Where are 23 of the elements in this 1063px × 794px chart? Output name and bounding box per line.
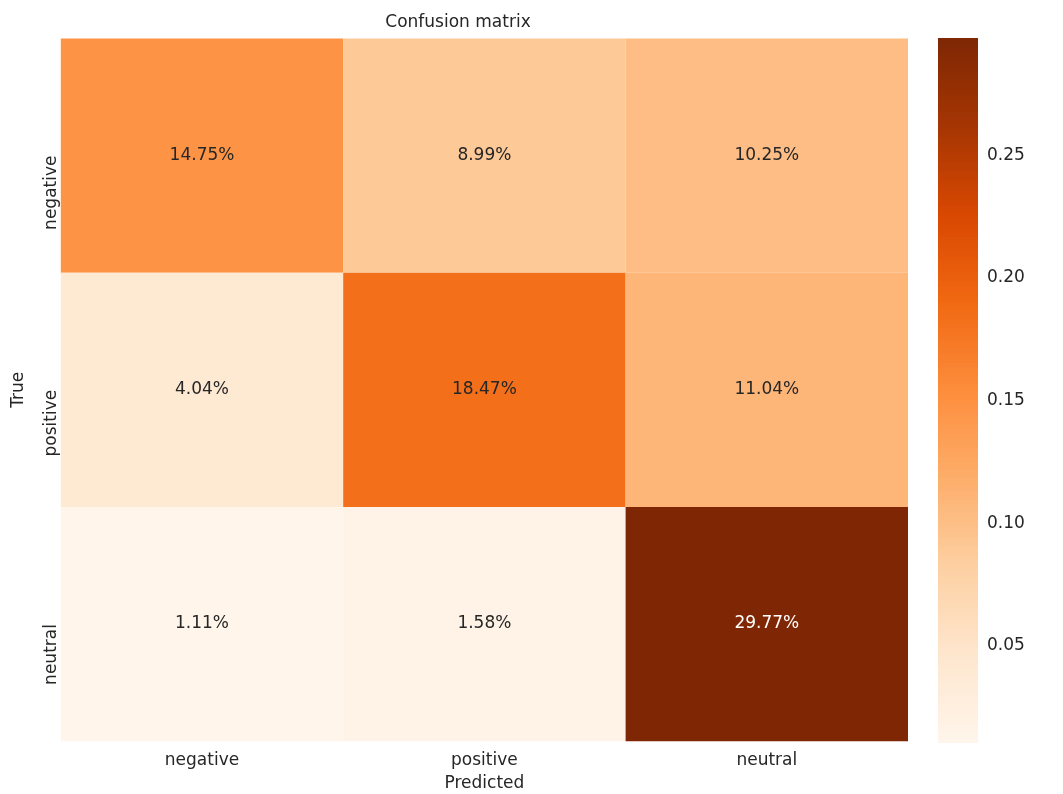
y-axis-title: True	[6, 371, 27, 409]
y-tick-label: positive	[40, 389, 61, 457]
data-label: 4.04%	[174, 378, 230, 399]
data-label: 14.75%	[169, 143, 235, 164]
color-bar-label: 0.05	[987, 634, 1025, 655]
x-tick-label: neutral	[736, 748, 798, 769]
data-label: 1.11%	[174, 612, 230, 633]
y-tick-label: negative	[40, 155, 61, 230]
x-axis-title: Predicted	[444, 772, 525, 793]
x-tick-label: positive	[451, 748, 518, 769]
data-label: 1.58%	[457, 612, 512, 633]
color-bar-label: 0.25	[987, 143, 1025, 164]
data-label: 10.25%	[734, 143, 800, 164]
color-bar-label: 0.20	[987, 266, 1025, 287]
chart-title: Confusion matrix	[385, 10, 531, 31]
data-label: 18.47%	[451, 378, 517, 399]
data-label: 11.04%	[734, 378, 800, 399]
x-tick-label: negative	[164, 748, 240, 769]
color-bar-label: 0.15	[987, 389, 1025, 410]
color-bar-label: 0.10	[987, 511, 1025, 532]
data-label: 29.77%	[734, 612, 800, 633]
y-tick-label: neutral	[40, 624, 61, 685]
data-label: 8.99%	[457, 143, 512, 164]
